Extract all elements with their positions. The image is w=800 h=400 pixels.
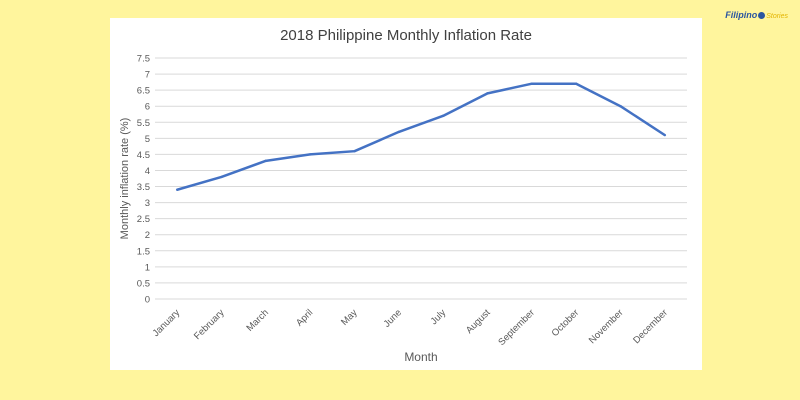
- y-tick-label: 0: [145, 295, 150, 306]
- x-tick-label: November: [587, 307, 626, 346]
- y-tick-label: 7.5: [137, 54, 150, 65]
- data-point: [619, 105, 622, 108]
- x-axis-label: Month: [404, 350, 437, 364]
- x-tick-labels: January February March April May June July Augu…: [151, 307, 670, 348]
- data-point: [530, 82, 534, 85]
- data-point: [486, 92, 489, 95]
- y-tick-label: 0.5: [137, 278, 150, 289]
- y-tick-label: 4: [145, 166, 150, 177]
- y-tick-label: 6: [145, 102, 150, 113]
- y-tick-label: 3: [145, 198, 150, 209]
- data-point: [175, 188, 179, 191]
- data-point: [353, 149, 356, 153]
- x-tick-label: August: [464, 307, 493, 336]
- data-point: [663, 133, 667, 137]
- x-tick-label: December: [631, 307, 670, 346]
- y-tick-label: 2: [145, 230, 150, 241]
- data-point: [397, 130, 401, 134]
- data-point: [308, 153, 312, 156]
- filipino-stories-logo: Filipino Stories: [725, 10, 788, 20]
- x-tick-label: April: [294, 307, 315, 328]
- line-chart: 0 0.5 1 1.5 2 2.5 3 3.5 4 4.5 5 5.5 6 6.5 7 7.5 January…: [119, 54, 687, 364]
- y-tick-label: 3.5: [137, 182, 150, 193]
- chart-title: 2018 Philippine Monthly Inflation Rate: [280, 27, 532, 44]
- y-tick-label: 4.5: [137, 150, 150, 161]
- x-tick-label: May: [339, 307, 360, 328]
- gridlines: [155, 57, 687, 300]
- y-tick-label: 1: [145, 262, 150, 273]
- data-point: [441, 114, 445, 118]
- x-tick-label: March: [245, 307, 271, 333]
- data-point: [220, 175, 223, 179]
- logo-badge-icon: [758, 12, 766, 20]
- y-tick-label: 7: [145, 70, 150, 81]
- x-tick-label: February: [192, 307, 227, 342]
- y-tick-label: 5: [145, 134, 150, 145]
- y-tick-label: 5.5: [137, 118, 150, 129]
- series-line: [176, 82, 666, 191]
- y-tick-label: 2.5: [137, 214, 150, 225]
- chart-card: 2018 Philippine Monthly Inflation Rate 0…: [110, 18, 702, 370]
- y-tick-labels: 0 0.5 1 1.5 2 2.5 3 3.5 4 4.5 5 5.5 6 6.5 7 7.5: [137, 54, 150, 306]
- x-tick-label: June: [382, 307, 404, 329]
- data-point: [574, 82, 578, 85]
- y-tick-label: 1.5: [137, 246, 150, 257]
- x-tick-label: September: [496, 307, 537, 348]
- series-group: [175, 82, 667, 191]
- x-tick-label: January: [151, 307, 183, 339]
- y-axis-label: Monthly inflation rate (%): [119, 118, 131, 240]
- data-point: [264, 159, 268, 163]
- y-tick-label: 6.5: [137, 86, 150, 97]
- x-tick-label: July: [429, 307, 449, 327]
- x-tick-label: October: [550, 307, 582, 339]
